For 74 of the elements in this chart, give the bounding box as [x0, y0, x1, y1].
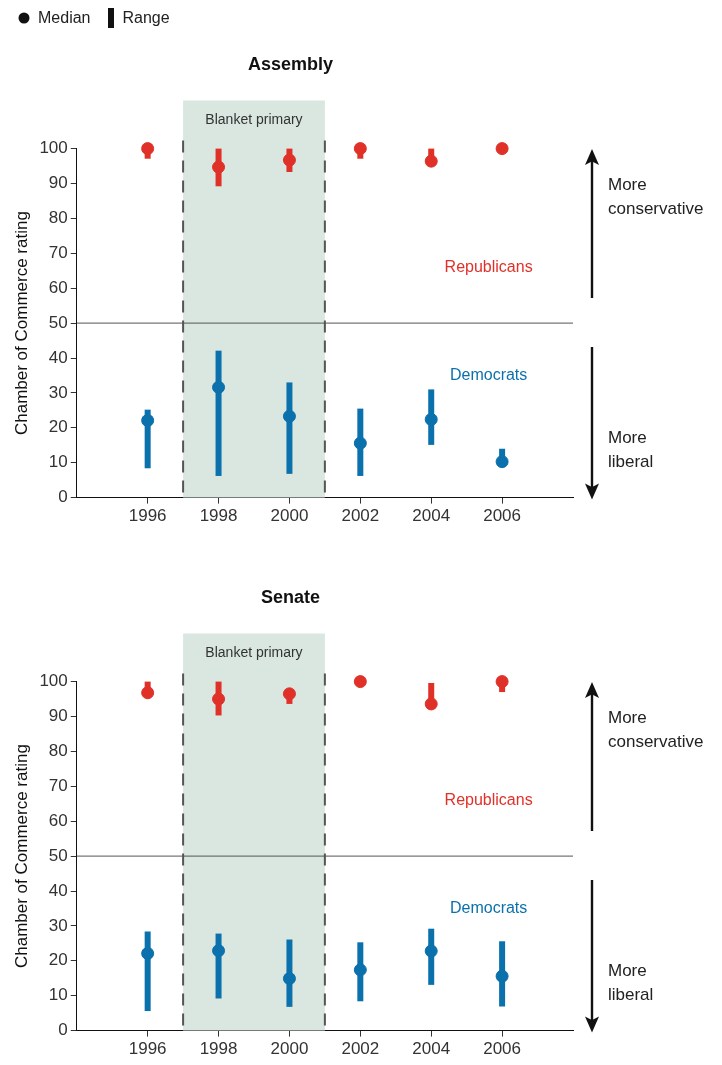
point	[424, 154, 438, 168]
y-tick-label: 30	[48, 915, 68, 935]
point	[141, 413, 155, 427]
point	[353, 675, 367, 689]
y-tick-label: 30	[48, 382, 68, 402]
y-tick-label: 70	[48, 775, 68, 795]
x-tick-label: 2002	[341, 506, 380, 526]
point	[212, 380, 226, 394]
band-label: Blanket primary	[205, 111, 303, 128]
y-tick-label: 80	[48, 208, 68, 228]
text: More conservative	[608, 173, 705, 220]
point	[282, 409, 296, 423]
x-tick-label: 2004	[412, 506, 451, 526]
y-tick-label: 100	[39, 138, 68, 158]
y-axis-title: Chamber of Commerce rating	[11, 211, 31, 436]
x-tick-label: 2006	[483, 506, 522, 526]
x-tick-label: 1998	[199, 1039, 238, 1059]
y-tick-label: 10	[48, 985, 68, 1005]
x-tick-label: 1998	[199, 506, 238, 526]
point	[495, 142, 509, 156]
y-tick-label: 50	[48, 312, 68, 332]
text: More liberal	[608, 426, 655, 473]
y-tick-label: 40	[48, 880, 68, 900]
text: Median	[38, 9, 91, 27]
y-tick-label: 40	[48, 347, 68, 367]
y-tick-label: 60	[48, 277, 68, 297]
y-tick-label: 10	[48, 452, 68, 472]
point	[282, 972, 296, 986]
point	[495, 455, 509, 469]
text: Republicans	[444, 257, 533, 275]
point	[212, 160, 226, 174]
text: Range	[122, 9, 170, 27]
text: Democrats	[449, 898, 528, 916]
chart-title: Assembly	[247, 53, 334, 74]
x-tick-label: 2000	[270, 506, 309, 526]
y-tick-label: 60	[48, 810, 68, 830]
y-tick-label: 100	[39, 671, 68, 691]
y-tick-label: 0	[58, 487, 68, 507]
text: More conservative	[608, 706, 705, 753]
point	[141, 686, 155, 700]
chart-title: Senate	[260, 586, 321, 607]
text: More liberal	[608, 959, 655, 1006]
point	[353, 963, 367, 977]
y-axis-title: Chamber of Commerce rating	[11, 744, 31, 969]
y-tick-label: 80	[48, 741, 68, 761]
text: Republicans	[444, 790, 533, 808]
point	[495, 969, 509, 983]
text: Democrats	[449, 365, 528, 383]
point	[424, 697, 438, 711]
y-tick-label: 20	[48, 417, 68, 437]
point	[424, 412, 438, 426]
point	[282, 153, 296, 167]
point	[353, 436, 367, 450]
point	[353, 142, 367, 156]
point	[424, 944, 438, 958]
x-tick-label: 2000	[270, 1039, 309, 1059]
point	[212, 944, 226, 958]
y-tick-label: 0	[58, 1020, 68, 1040]
point	[495, 675, 509, 689]
point	[212, 692, 226, 706]
x-tick-label: 1996	[128, 506, 167, 526]
y-tick-label: 90	[48, 173, 68, 193]
band-label: Blanket primary	[205, 644, 303, 661]
y-tick-label: 90	[48, 706, 68, 726]
x-tick-label: 2004	[412, 1039, 451, 1059]
y-tick-label: 20	[48, 950, 68, 970]
point	[282, 687, 296, 701]
point	[141, 946, 155, 960]
point	[141, 142, 155, 156]
y-tick-label: 70	[48, 242, 68, 262]
x-tick-label: 2006	[483, 1039, 522, 1059]
x-tick-label: 1996	[128, 1039, 167, 1059]
y-tick-label: 50	[48, 845, 68, 865]
x-tick-label: 2002	[341, 1039, 380, 1059]
